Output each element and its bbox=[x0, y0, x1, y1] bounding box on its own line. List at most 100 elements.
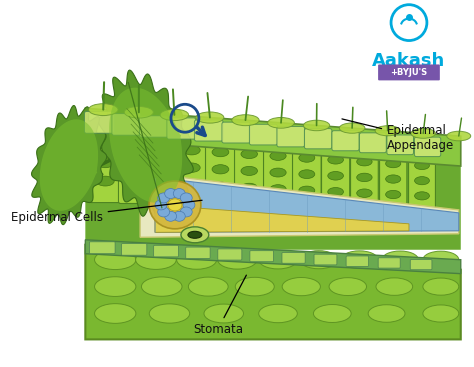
Ellipse shape bbox=[299, 186, 315, 195]
Ellipse shape bbox=[368, 305, 405, 322]
Ellipse shape bbox=[357, 189, 372, 197]
Ellipse shape bbox=[328, 156, 344, 164]
FancyBboxPatch shape bbox=[304, 128, 332, 149]
Ellipse shape bbox=[149, 304, 190, 323]
Ellipse shape bbox=[415, 161, 429, 170]
FancyBboxPatch shape bbox=[351, 152, 378, 211]
Ellipse shape bbox=[155, 200, 167, 210]
Ellipse shape bbox=[235, 277, 274, 296]
FancyBboxPatch shape bbox=[250, 251, 273, 262]
Ellipse shape bbox=[94, 304, 136, 323]
FancyBboxPatch shape bbox=[249, 124, 277, 145]
FancyBboxPatch shape bbox=[282, 252, 305, 263]
Ellipse shape bbox=[411, 128, 436, 138]
FancyBboxPatch shape bbox=[409, 156, 436, 212]
Ellipse shape bbox=[183, 145, 200, 155]
FancyBboxPatch shape bbox=[321, 150, 350, 210]
FancyBboxPatch shape bbox=[139, 116, 169, 137]
FancyBboxPatch shape bbox=[218, 249, 242, 260]
Ellipse shape bbox=[160, 109, 189, 121]
FancyBboxPatch shape bbox=[235, 144, 264, 207]
Text: Aakash: Aakash bbox=[373, 52, 446, 70]
Ellipse shape bbox=[181, 227, 209, 243]
Ellipse shape bbox=[270, 185, 286, 194]
Ellipse shape bbox=[164, 211, 177, 221]
FancyBboxPatch shape bbox=[90, 242, 115, 254]
Ellipse shape bbox=[180, 207, 192, 217]
Ellipse shape bbox=[154, 179, 172, 189]
Ellipse shape bbox=[96, 158, 114, 168]
Ellipse shape bbox=[94, 277, 136, 297]
FancyBboxPatch shape bbox=[118, 137, 150, 203]
Ellipse shape bbox=[183, 181, 200, 190]
Ellipse shape bbox=[125, 142, 143, 151]
Ellipse shape bbox=[447, 131, 471, 141]
FancyBboxPatch shape bbox=[387, 135, 413, 155]
Ellipse shape bbox=[415, 177, 429, 185]
Ellipse shape bbox=[94, 250, 136, 269]
FancyBboxPatch shape bbox=[277, 127, 305, 147]
Ellipse shape bbox=[270, 152, 286, 160]
FancyBboxPatch shape bbox=[121, 244, 147, 255]
FancyBboxPatch shape bbox=[206, 142, 236, 206]
Ellipse shape bbox=[423, 278, 459, 295]
Ellipse shape bbox=[204, 304, 244, 323]
Ellipse shape bbox=[89, 104, 118, 116]
Ellipse shape bbox=[376, 278, 413, 295]
FancyBboxPatch shape bbox=[414, 137, 441, 157]
FancyBboxPatch shape bbox=[194, 120, 223, 141]
Polygon shape bbox=[32, 106, 107, 225]
Ellipse shape bbox=[196, 112, 224, 123]
Text: Epidermal Cells: Epidermal Cells bbox=[10, 200, 202, 224]
Ellipse shape bbox=[158, 193, 170, 203]
Polygon shape bbox=[155, 178, 459, 232]
Ellipse shape bbox=[188, 277, 228, 296]
FancyBboxPatch shape bbox=[292, 148, 321, 209]
Ellipse shape bbox=[386, 175, 401, 183]
Polygon shape bbox=[109, 88, 182, 203]
Ellipse shape bbox=[158, 207, 170, 217]
Ellipse shape bbox=[218, 250, 257, 269]
Ellipse shape bbox=[415, 192, 429, 200]
Polygon shape bbox=[40, 119, 98, 211]
Text: Epidermal
Appendage: Epidermal Appendage bbox=[342, 119, 454, 152]
Ellipse shape bbox=[96, 139, 114, 149]
Ellipse shape bbox=[125, 178, 143, 187]
Text: Stomata: Stomata bbox=[193, 275, 246, 336]
Ellipse shape bbox=[149, 181, 201, 229]
FancyBboxPatch shape bbox=[222, 122, 250, 143]
Polygon shape bbox=[85, 240, 461, 274]
Ellipse shape bbox=[386, 159, 401, 168]
Ellipse shape bbox=[154, 161, 172, 171]
Ellipse shape bbox=[313, 305, 351, 323]
Polygon shape bbox=[98, 70, 193, 220]
Ellipse shape bbox=[212, 182, 229, 191]
Polygon shape bbox=[85, 125, 461, 250]
Ellipse shape bbox=[328, 171, 344, 180]
Ellipse shape bbox=[282, 277, 320, 296]
Ellipse shape bbox=[268, 117, 294, 128]
FancyBboxPatch shape bbox=[90, 135, 121, 203]
FancyBboxPatch shape bbox=[346, 256, 369, 266]
Ellipse shape bbox=[241, 183, 257, 192]
Ellipse shape bbox=[241, 149, 257, 159]
FancyBboxPatch shape bbox=[314, 254, 337, 265]
FancyBboxPatch shape bbox=[378, 258, 400, 268]
FancyBboxPatch shape bbox=[264, 146, 292, 208]
Polygon shape bbox=[85, 245, 461, 339]
Ellipse shape bbox=[423, 251, 459, 268]
Text: +BYJU'S: +BYJU'S bbox=[391, 68, 428, 77]
Ellipse shape bbox=[329, 278, 366, 295]
FancyBboxPatch shape bbox=[186, 247, 210, 258]
Polygon shape bbox=[85, 108, 461, 166]
Ellipse shape bbox=[303, 120, 329, 131]
Ellipse shape bbox=[386, 190, 401, 199]
FancyBboxPatch shape bbox=[332, 131, 359, 151]
Ellipse shape bbox=[299, 170, 315, 179]
Polygon shape bbox=[140, 172, 459, 237]
Ellipse shape bbox=[136, 250, 176, 269]
Ellipse shape bbox=[241, 166, 257, 175]
Ellipse shape bbox=[96, 176, 114, 186]
Ellipse shape bbox=[124, 106, 153, 118]
FancyBboxPatch shape bbox=[359, 133, 386, 153]
